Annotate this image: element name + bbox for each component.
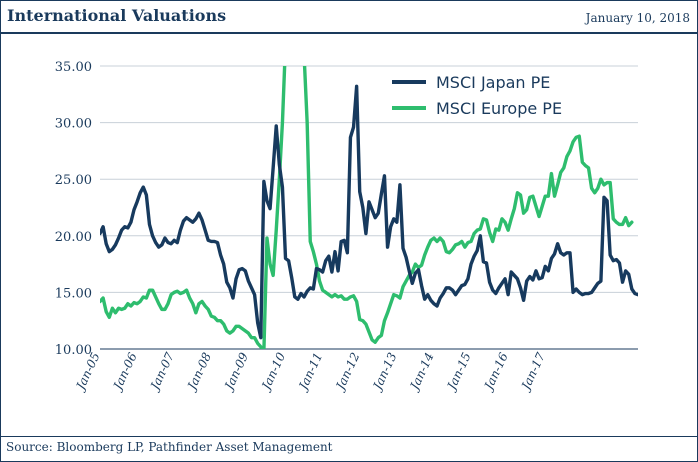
y-tick-label: 15.00 [55,286,92,301]
x-tick-label: Jan-16 [480,350,511,394]
x-tick-label: Jan-12 [332,350,362,394]
report-date: January 10, 2018 [585,11,690,25]
y-axis: 10.00 15.00 20.00 25.00 30.00 35.00 [55,60,92,358]
x-axis: Jan-05 Jan-06 Jan-07 Jan-08 Jan-09 Jan-10 Jan-… [72,348,638,394]
x-tick-label: Jan-10 [258,350,289,394]
x-tick-label: Jan-06 [109,350,140,394]
legend: MSCI Japan PE MSCI Europe PE [392,73,562,118]
x-tick-label: Jan-07 [146,350,177,394]
gridlines [100,65,638,350]
series-line-japan [100,84,638,340]
y-tick-label: 30.00 [55,117,92,132]
y-tick-label: 20.00 [55,230,92,245]
legend-label-japan: MSCI Japan PE [436,73,550,92]
header-divider [0,32,698,34]
series-group [100,66,638,349]
y-tick-label: 25.00 [55,173,92,188]
x-tick-label: Jan-14 [406,350,436,394]
y-tick-label: 35.00 [55,60,92,75]
footer-divider [0,436,698,437]
x-tick-label: Jan-13 [369,350,400,394]
x-tick-label: Jan-11 [295,350,325,394]
x-tick-label: Jan-09 [221,350,252,394]
page-title: International Valuations [7,6,227,25]
y-tick-label: 10.00 [55,343,92,358]
x-tick-label: Jan-15 [443,350,473,394]
x-tick-label: Jan-08 [184,350,215,394]
series-line-europe [100,66,634,349]
source-note: Source: Bloomberg LP, Pathfinder Asset M… [6,440,333,454]
x-tick-label: Jan-17 [518,350,549,394]
legend-label-europe: MSCI Europe PE [436,99,562,118]
